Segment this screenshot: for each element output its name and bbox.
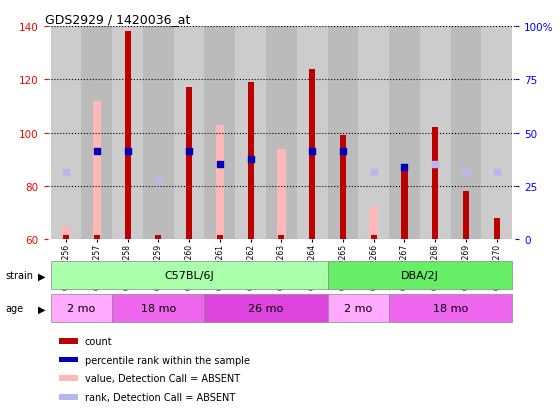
Bar: [389, 295, 512, 323]
Bar: [235, 27, 266, 240]
Bar: [328, 295, 389, 323]
Point: [185, 149, 194, 155]
Bar: [278, 235, 284, 240]
Bar: [155, 235, 161, 240]
Bar: [216, 125, 224, 240]
Text: count: count: [85, 336, 112, 346]
Bar: [370, 208, 378, 240]
Bar: [297, 27, 328, 240]
Point: [307, 149, 316, 155]
Bar: [59, 375, 77, 381]
Bar: [389, 27, 420, 240]
Point: [123, 149, 132, 155]
Bar: [143, 27, 174, 240]
Text: value, Detection Call = ABSENT: value, Detection Call = ABSENT: [85, 373, 240, 383]
Text: age: age: [6, 304, 24, 314]
Bar: [482, 27, 512, 240]
Bar: [186, 88, 192, 240]
Text: DBA/2J: DBA/2J: [401, 271, 439, 281]
Point: [154, 178, 163, 184]
Text: rank, Detection Call = ABSENT: rank, Detection Call = ABSENT: [85, 392, 235, 402]
Point: [492, 170, 501, 176]
Bar: [402, 168, 408, 240]
Bar: [328, 27, 358, 240]
Bar: [63, 235, 69, 240]
Bar: [328, 262, 512, 290]
Bar: [451, 27, 482, 240]
Text: ▶: ▶: [38, 271, 46, 281]
Point: [461, 170, 470, 176]
Bar: [248, 83, 254, 240]
Text: 18 mo: 18 mo: [141, 304, 176, 314]
Bar: [59, 338, 77, 344]
Text: 2 mo: 2 mo: [344, 304, 372, 314]
Bar: [94, 235, 100, 240]
Text: C57BL/6J: C57BL/6J: [164, 271, 214, 281]
Text: percentile rank within the sample: percentile rank within the sample: [85, 355, 250, 365]
Text: 2 mo: 2 mo: [67, 304, 96, 314]
Bar: [309, 69, 315, 240]
Point: [400, 164, 409, 171]
Bar: [204, 27, 235, 240]
Bar: [81, 27, 112, 240]
Bar: [59, 357, 77, 363]
Text: ▶: ▶: [38, 304, 46, 314]
Text: 26 mo: 26 mo: [249, 304, 284, 314]
Point: [431, 162, 440, 169]
Bar: [420, 27, 451, 240]
Bar: [277, 149, 286, 240]
Point: [216, 162, 225, 169]
Bar: [124, 32, 130, 240]
Bar: [112, 295, 204, 323]
Text: GDS2929 / 1420036_at: GDS2929 / 1420036_at: [45, 13, 190, 26]
Point: [369, 170, 378, 176]
Bar: [50, 27, 81, 240]
Bar: [50, 262, 328, 290]
Text: strain: strain: [6, 271, 34, 281]
Bar: [50, 295, 112, 323]
Point: [62, 170, 71, 176]
Bar: [358, 27, 389, 240]
Bar: [174, 27, 204, 240]
Bar: [371, 235, 377, 240]
Bar: [340, 136, 346, 240]
Bar: [266, 27, 297, 240]
Bar: [494, 218, 500, 240]
Point: [92, 149, 101, 155]
Point: [246, 157, 255, 163]
Bar: [204, 295, 328, 323]
Bar: [62, 226, 71, 240]
Bar: [432, 128, 438, 240]
Bar: [59, 394, 77, 400]
Bar: [92, 101, 101, 240]
Point: [338, 149, 347, 155]
Bar: [217, 235, 223, 240]
Text: 18 mo: 18 mo: [433, 304, 468, 314]
Bar: [463, 192, 469, 240]
Bar: [112, 27, 143, 240]
